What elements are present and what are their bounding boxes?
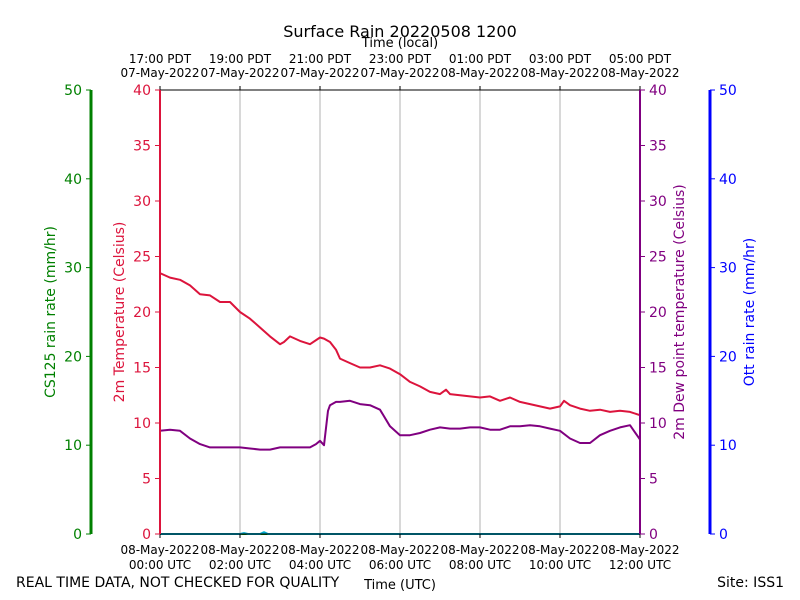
dew-tick-label: 0 xyxy=(649,527,658,543)
dew-axis-label: 2m Dew point temperature (Celsius) xyxy=(672,184,688,439)
bottom-tick-label-time: 08:00 UTC xyxy=(449,558,511,572)
temp-tick-label: 10 xyxy=(133,416,151,432)
ott-tick-label: 0 xyxy=(719,527,728,543)
temp-tick-label: 0 xyxy=(142,527,151,543)
quality-disclaimer: REAL TIME DATA, NOT CHECKED FOR QUALITY xyxy=(16,575,340,591)
top-tick-label-time: 19:00 PDT xyxy=(209,52,272,66)
chart-title: Surface Rain 20220508 1200 xyxy=(283,22,517,41)
temp-tick-label: 5 xyxy=(142,472,151,488)
cs125-tick-label: 0 xyxy=(73,527,82,543)
ott-axis-label: Ott rain rate (mm/hr) xyxy=(742,238,758,386)
temp-tick-label: 15 xyxy=(133,361,151,377)
ott-tick-label: 50 xyxy=(719,83,737,99)
temp-tick-label: 25 xyxy=(133,250,151,266)
top-tick-label-date: 07-May-2022 xyxy=(280,66,359,80)
dew-tick-label: 25 xyxy=(649,250,667,266)
top-tick-label-date: 08-May-2022 xyxy=(520,66,599,80)
top-tick-label-time: 23:00 PDT xyxy=(369,52,432,66)
ott-tick-label: 30 xyxy=(719,261,737,277)
temp-tick-label: 20 xyxy=(133,305,151,321)
cs125-tick-label: 40 xyxy=(64,172,82,188)
cs125-axis-label: CS125 rain rate (mm/hr) xyxy=(43,226,59,398)
cs125-tick-label: 50 xyxy=(64,83,82,99)
bottom-tick-label-time: 02:00 UTC xyxy=(209,558,271,572)
ott-tick-label: 10 xyxy=(719,438,737,454)
top-tick-label-time: 01:00 PDT xyxy=(449,52,512,66)
cs125-tick-label: 10 xyxy=(64,438,82,454)
dew-tick-label: 40 xyxy=(649,83,667,99)
bottom-tick-label-date: 08-May-2022 xyxy=(520,543,599,557)
bottom-tick-label-time: 04:00 UTC xyxy=(289,558,351,572)
ott-tick-label: 20 xyxy=(719,349,737,365)
2m-dew-point-temperature-line xyxy=(159,399,641,451)
bottom-tick-label-date: 08-May-2022 xyxy=(200,543,279,557)
temp-tick-label: 35 xyxy=(133,139,151,155)
bottom-tick-label-time: 06:00 UTC xyxy=(369,558,431,572)
bottom-axis-label: Time (UTC) xyxy=(363,578,436,593)
cs125-tick-label: 30 xyxy=(64,261,82,277)
top-tick-label-date: 08-May-2022 xyxy=(440,66,519,80)
bottom-tick-label-time: 10:00 UTC xyxy=(529,558,591,572)
bottom-tick-label-date: 08-May-2022 xyxy=(360,543,439,557)
top-tick-label-time: 17:00 PDT xyxy=(129,52,192,66)
site-label: Site: ISS1 xyxy=(717,575,784,591)
bottom-tick-label-date: 08-May-2022 xyxy=(280,543,359,557)
dew-tick-label: 10 xyxy=(649,416,667,432)
top-tick-label-time: 05:00 PDT xyxy=(609,52,672,66)
top-axis-label: Time (local) xyxy=(361,36,438,51)
dew-tick-label: 15 xyxy=(649,361,667,377)
top-tick-label-date: 07-May-2022 xyxy=(360,66,439,80)
bottom-tick-label-date: 08-May-2022 xyxy=(600,543,679,557)
ott-tick-label: 40 xyxy=(719,172,737,188)
temp-tick-label: 30 xyxy=(133,194,151,210)
cs125-tick-label: 20 xyxy=(64,349,82,365)
top-tick-label-time: 21:00 PDT xyxy=(289,52,352,66)
top-tick-label-date: 08-May-2022 xyxy=(600,66,679,80)
temp-axis-label: 2m Temperature (Celsius) xyxy=(112,222,128,403)
bottom-tick-label-date: 08-May-2022 xyxy=(120,543,199,557)
2m-temperature-line xyxy=(159,272,641,417)
dew-tick-label: 30 xyxy=(649,194,667,210)
grid xyxy=(239,90,561,534)
temp-tick-label: 40 xyxy=(133,83,151,99)
bottom-tick-label-time: 12:00 UTC xyxy=(609,558,671,572)
top-tick-label-time: 03:00 PDT xyxy=(529,52,592,66)
bottom-tick-label-date: 08-May-2022 xyxy=(440,543,519,557)
dew-tick-label: 5 xyxy=(649,472,658,488)
top-tick-label-date: 07-May-2022 xyxy=(120,66,199,80)
dew-tick-label: 35 xyxy=(649,139,667,155)
dew-tick-label: 20 xyxy=(649,305,667,321)
bottom-tick-label-time: 00:00 UTC xyxy=(129,558,191,572)
top-tick-label-date: 07-May-2022 xyxy=(200,66,279,80)
